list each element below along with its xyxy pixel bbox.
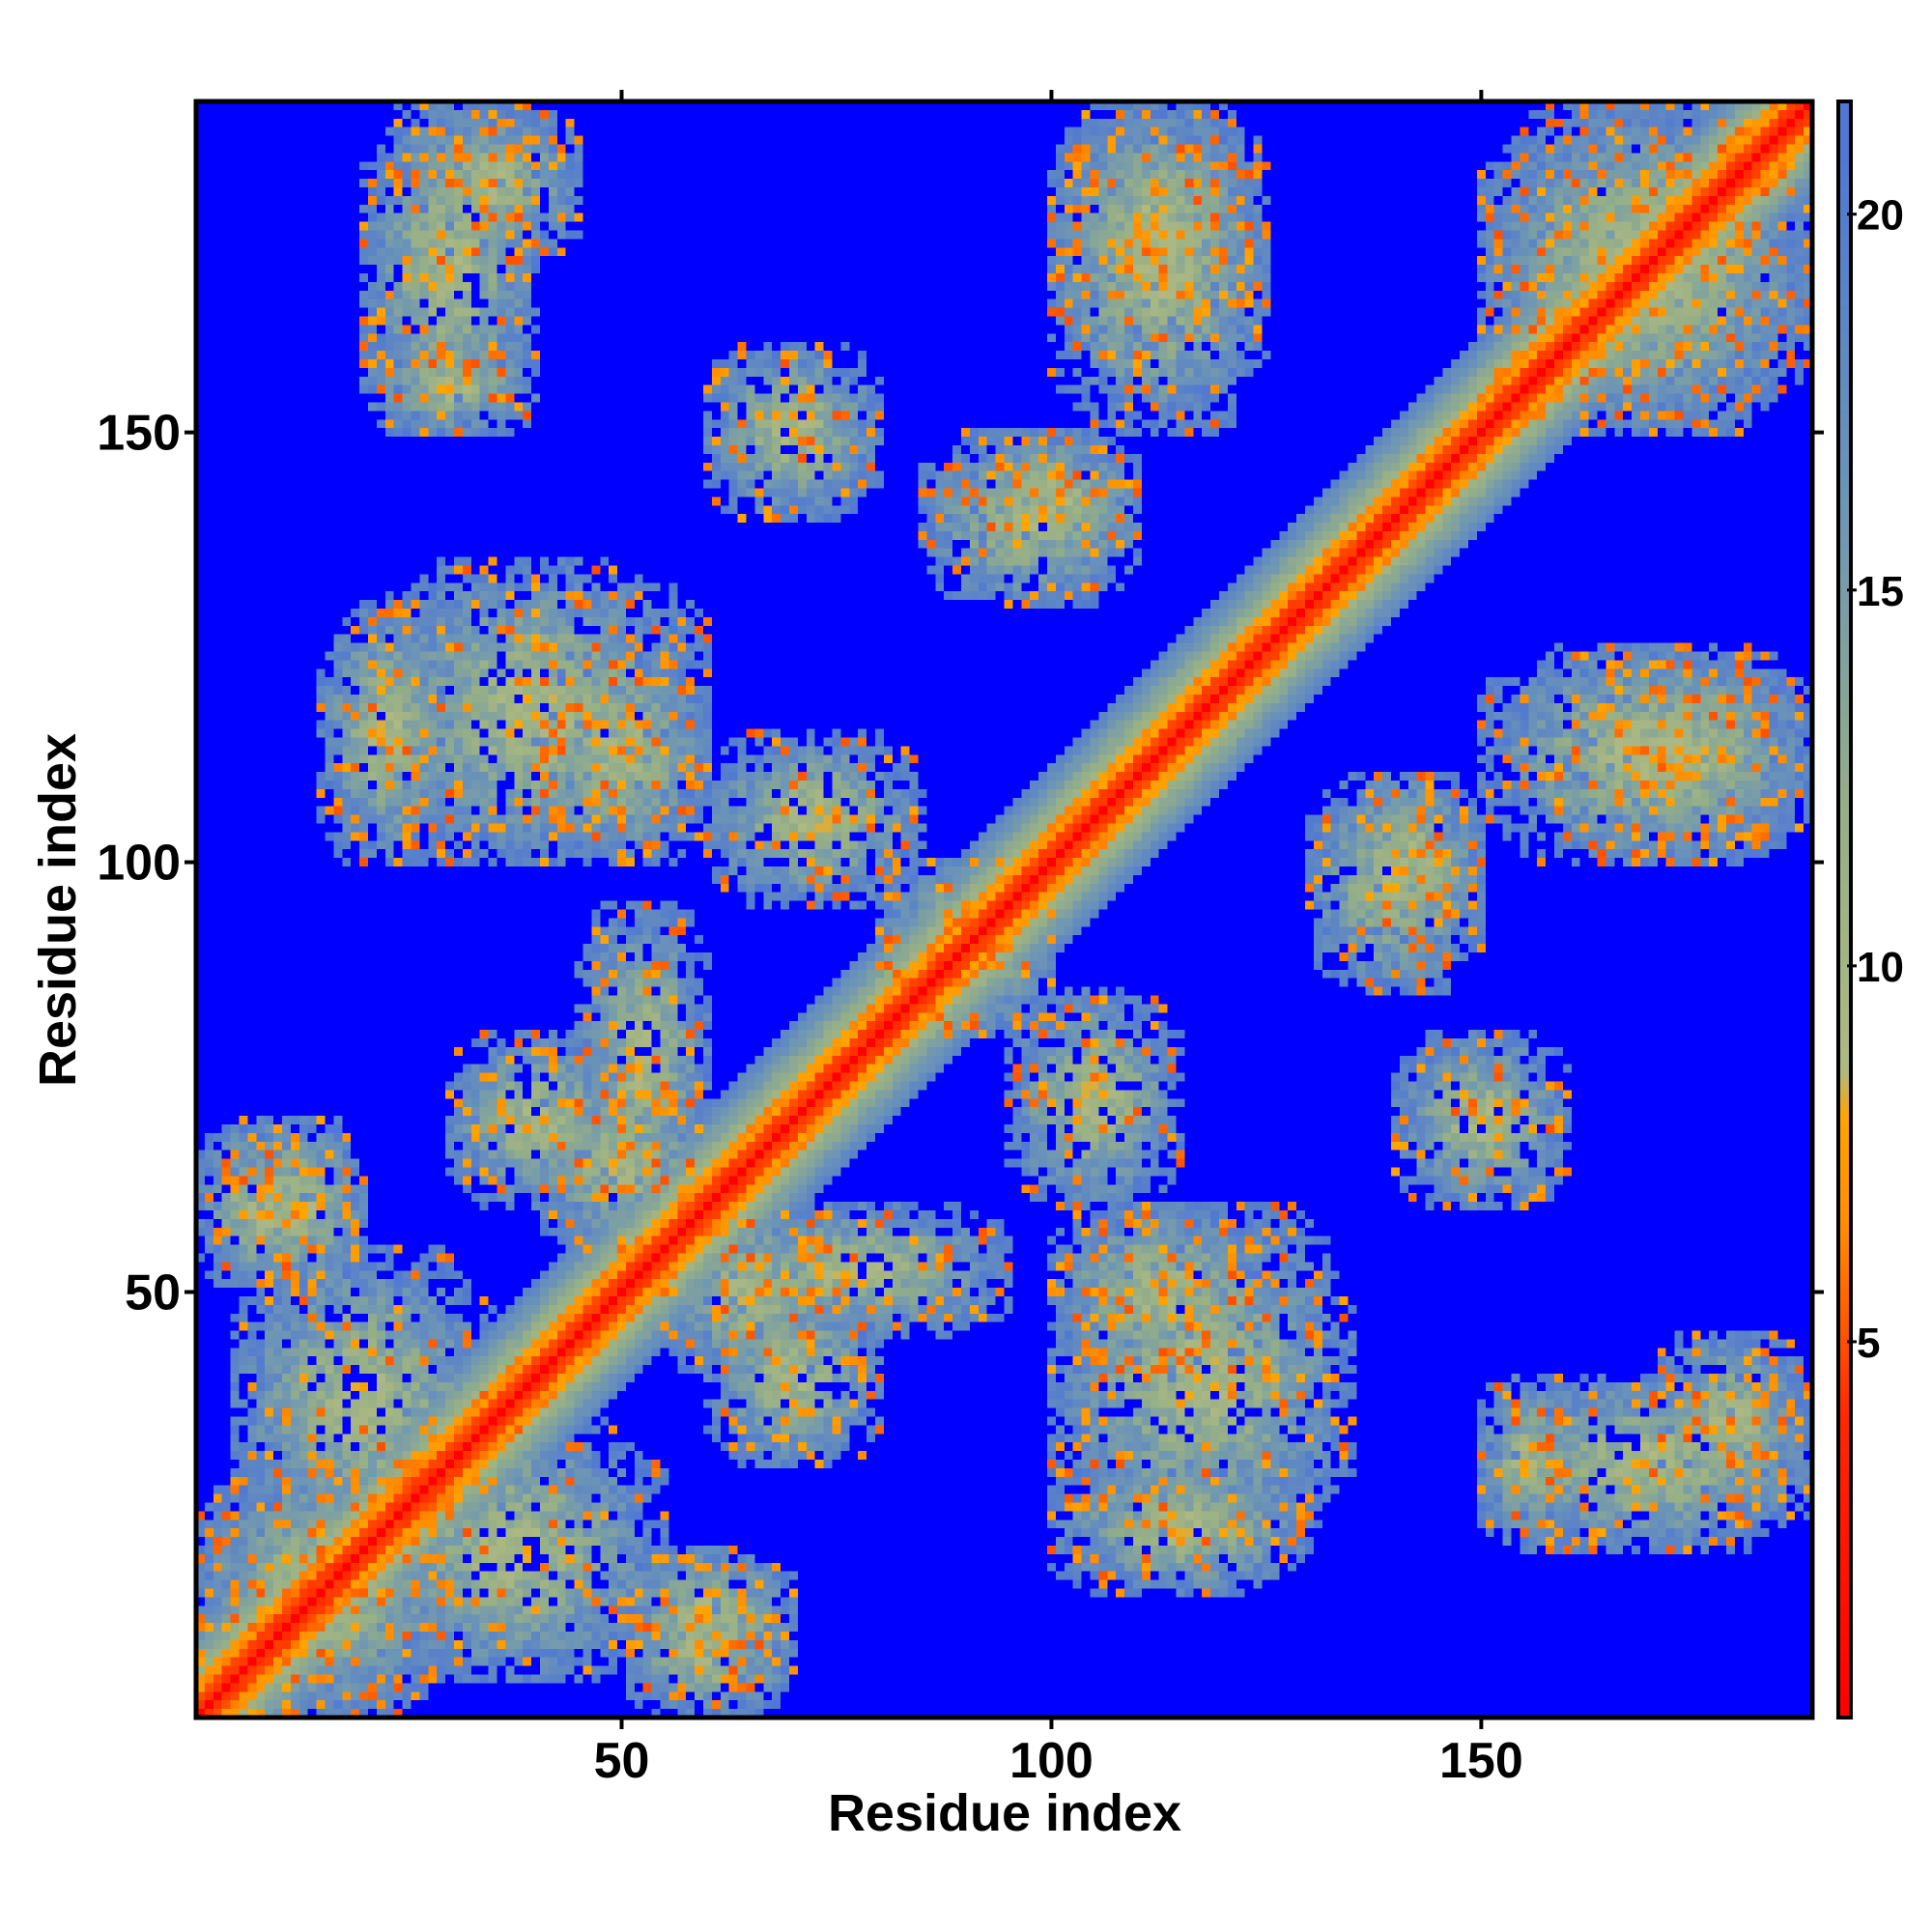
colorbar-tick-label: 5 <box>1857 1320 1880 1367</box>
distance-matrix-heatmap <box>196 101 1812 1718</box>
colorbar-tick-label: 20 <box>1857 192 1904 240</box>
x-tick-label: 100 <box>1009 1733 1094 1789</box>
x-tick-label: 50 <box>594 1733 650 1789</box>
x-axis-ticks: 50 100 150 <box>594 90 1523 1789</box>
colorbar-gradient <box>1838 101 1851 1718</box>
colorbar-tick-label: 15 <box>1857 568 1904 615</box>
y-tick-label: 100 <box>97 836 181 892</box>
y-tick-label: 150 <box>97 406 181 462</box>
x-tick-label: 150 <box>1439 1733 1523 1789</box>
colorbar-tick-label: 10 <box>1857 944 1904 991</box>
x-axis-title: Residue index <box>828 1784 1181 1842</box>
colorbar-ticks: 5 10 15 20 <box>1847 192 1904 1367</box>
y-tick-label: 50 <box>125 1265 181 1321</box>
y-axis-title: Residue index <box>29 733 87 1087</box>
plot-frame <box>193 99 1815 1720</box>
y-axis-ticks: 50 100 150 <box>97 406 1824 1321</box>
colorbar-frame <box>1836 99 1853 1719</box>
